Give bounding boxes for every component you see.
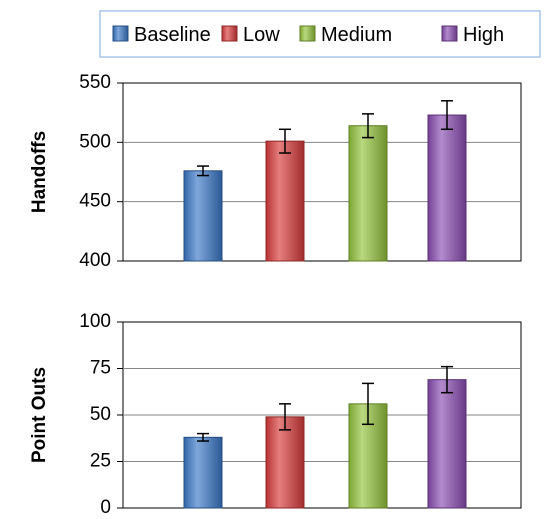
legend-swatch-high — [441, 25, 458, 42]
error-bar-low — [279, 128, 291, 154]
point-outs-panel: 0 25 50 75 100 Point Outs — [29, 311, 522, 518]
bar-low — [265, 140, 305, 262]
y-tick-label: 75 — [90, 358, 111, 379]
error-bar-high — [441, 365, 453, 394]
point-outs-axis-label: Point Outs — [29, 367, 50, 463]
handoffs-axis-label: Handoffs — [29, 131, 50, 213]
y-tick-label: 500 — [79, 131, 111, 152]
y-tick-label: 450 — [79, 191, 111, 212]
y-tick-label: 400 — [79, 250, 111, 271]
bar-medium — [348, 125, 388, 262]
y-tick-label: 25 — [90, 451, 111, 472]
y-tick-label: 100 — [79, 311, 111, 332]
legend-swatch-baseline — [112, 25, 129, 42]
legend-label-high: High — [463, 24, 504, 46]
error-bar-medium — [362, 382, 374, 426]
legend-frame — [99, 10, 541, 58]
legend-label-baseline: Baseline — [134, 24, 211, 46]
legend-swatch-medium — [299, 25, 316, 42]
bar-high — [427, 379, 467, 509]
legend-swatch-low — [221, 25, 238, 42]
y-tick-label: 550 — [79, 72, 111, 93]
bar-high — [427, 114, 467, 262]
error-bar-baseline — [197, 432, 209, 442]
legend-label-medium: Medium — [321, 24, 392, 46]
y-tick-label: 0 — [100, 497, 111, 514]
legend: Baseline Low Medium High — [99, 10, 541, 58]
handoffs-panel: 400 450 500 550 Handoffs — [29, 72, 522, 271]
y-tick-label: 50 — [90, 404, 111, 425]
legend-label-low: Low — [243, 24, 280, 46]
error-bar-high — [441, 100, 453, 131]
error-bar-low — [279, 403, 291, 431]
bar-baseline — [183, 436, 223, 509]
error-bar-medium — [362, 113, 374, 139]
bar-baseline — [183, 170, 223, 262]
error-bar-baseline — [197, 165, 209, 177]
